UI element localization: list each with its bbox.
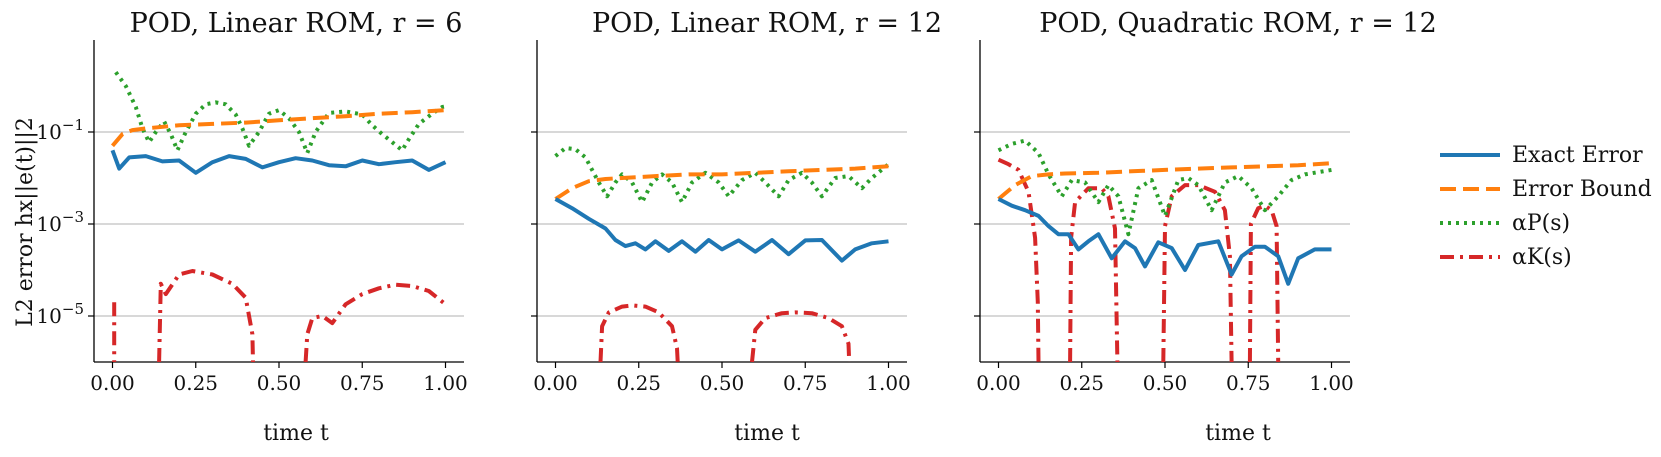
panel-2-xlabel: time t xyxy=(734,421,800,446)
series-line-ks xyxy=(1161,183,1234,362)
x-tick-label: 0.00 xyxy=(533,371,578,395)
legend-label: Exact Error xyxy=(1512,143,1643,168)
x-tick-label: 0.75 xyxy=(783,371,828,395)
series-line-exacterror xyxy=(997,197,1332,286)
series-line-ks xyxy=(598,303,680,362)
panel-1-plot: 0.00 0.25 0.50 0.75 1.00 10−5 10−3 10−1 xyxy=(36,40,468,395)
y-tick-label: 10−5 xyxy=(36,300,84,328)
panel-3-title: POD, Quadratic ROM, r = 12 xyxy=(1039,8,1437,39)
x-tick-label: 0.50 xyxy=(700,371,745,395)
legend-label: Error Bound xyxy=(1512,177,1652,202)
x-tick-label: 1.00 xyxy=(1309,371,1354,395)
legend-label: αP(s) xyxy=(1512,211,1570,236)
panel-3: POD, Quadratic ROM, r = 12 0.00 0.25 0.50 0… xyxy=(974,8,1437,446)
x-tick-label: 0.75 xyxy=(1226,371,1271,395)
series-line-ks xyxy=(1068,186,1120,362)
series-line-ks xyxy=(157,269,255,362)
x-tick-label: 1.00 xyxy=(866,371,911,395)
panel-3-plot: 0.00 0.25 0.50 0.75 1.00 xyxy=(974,40,1354,395)
x-tick-label: 0.00 xyxy=(976,371,1021,395)
series-line-ks xyxy=(303,282,447,362)
x-tick-label: 0.50 xyxy=(257,371,302,395)
series-line-ps xyxy=(114,71,446,155)
x-tick-label: 0.25 xyxy=(616,371,661,395)
y-tick-label: 10−3 xyxy=(36,208,84,236)
x-tick-label: 0.25 xyxy=(1059,371,1104,395)
panel-1: POD, Linear ROM, r = 6 0.00 0.25 0.50 0.75 1… xyxy=(36,8,467,446)
x-tick-label: 1.00 xyxy=(423,371,468,395)
x-tick-label: 0.75 xyxy=(340,371,385,395)
y-axis-label: L2 error hx||e(t)||2 xyxy=(13,117,38,327)
series-line-exacterror xyxy=(110,149,447,175)
series-line-exacterror xyxy=(554,197,889,263)
series-line-ks xyxy=(750,310,852,362)
series-line-errorbound xyxy=(997,161,1332,201)
x-tick-label: 0.25 xyxy=(173,371,218,395)
legend: Exact Error Error Bound αP(s) αK(s) xyxy=(1440,143,1652,270)
panel-1-xlabel: time t xyxy=(263,421,329,446)
series-line-errorbound xyxy=(554,164,889,201)
series-line-ps xyxy=(554,146,890,205)
x-tick-label: 0.00 xyxy=(90,371,135,395)
series-line-errorbound xyxy=(110,108,446,148)
panel-1-title: POD, Linear ROM, r = 6 xyxy=(130,8,463,39)
panel-2-plot: 0.00 0.25 0.50 0.75 1.00 xyxy=(531,40,911,395)
series-line-ks xyxy=(997,157,1041,362)
series-line-ks xyxy=(1247,203,1281,362)
panel-2-title: POD, Linear ROM, r = 12 xyxy=(592,8,942,39)
x-tick-label: 0.50 xyxy=(1143,371,1188,395)
series-line-ps xyxy=(997,138,1332,237)
legend-label: αK(s) xyxy=(1512,245,1572,270)
y-tick-label: 10−1 xyxy=(36,116,84,144)
panel-2: POD, Linear ROM, r = 12 0.00 0.25 0.50 0.75… xyxy=(531,8,942,446)
panel-3-xlabel: time t xyxy=(1205,421,1271,446)
